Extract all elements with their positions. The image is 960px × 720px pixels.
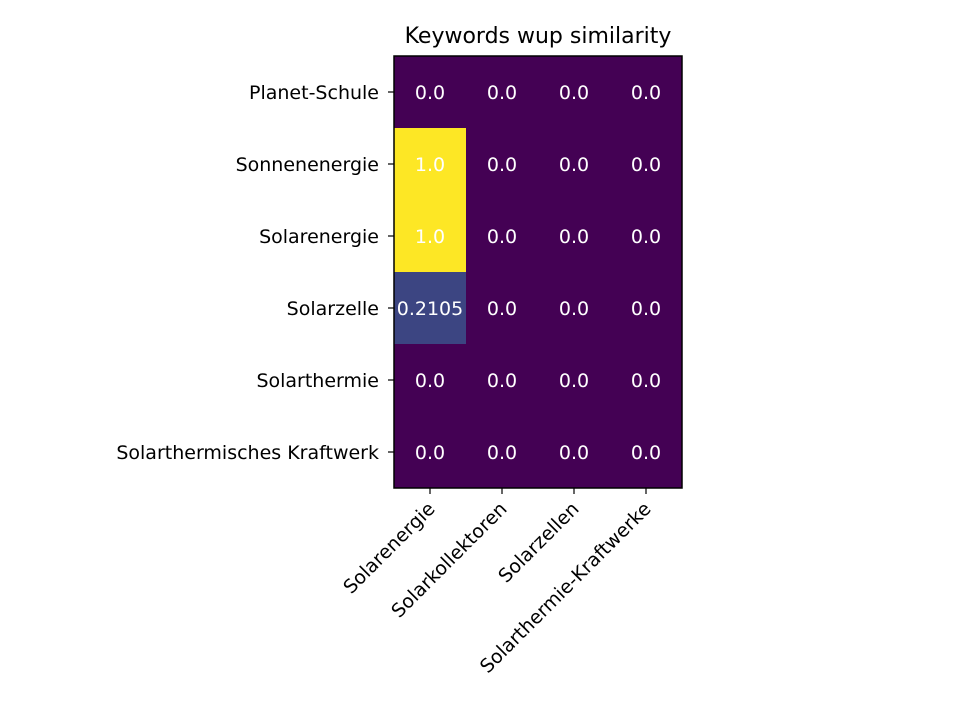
heatmap-cell — [610, 416, 683, 489]
heatmap-cell — [610, 272, 683, 345]
cell-value-label: 0.0 — [487, 370, 517, 392]
plot-frame — [393, 55, 683, 489]
heatmap-cell — [466, 272, 539, 345]
y-tick-label: Solarenergie — [259, 226, 379, 248]
chart-title: Keywords wup similarity — [405, 24, 672, 49]
heatmap-cell — [538, 56, 611, 129]
cell-value-label: 0.0 — [559, 154, 589, 176]
y-tick-label: Solarthermie — [256, 370, 379, 392]
cell-value-label: 0.0 — [415, 370, 445, 392]
cell-value-label: 0.0 — [487, 298, 517, 320]
heatmap-cell — [610, 128, 683, 201]
cell-value-label: 0.2105 — [397, 298, 463, 320]
heatmap-cell — [394, 344, 467, 417]
cell-value-label: 0.0 — [631, 226, 661, 248]
heatmap-cell — [538, 128, 611, 201]
cell-value-label: 0.0 — [631, 154, 661, 176]
cell-value-label: 0.0 — [487, 442, 517, 464]
y-tick-label: Sonnenenergie — [236, 154, 379, 176]
cell-value-label: 0.0 — [559, 82, 589, 104]
cell-value-label: 0.0 — [559, 442, 589, 464]
cell-value-label: 0.0 — [415, 442, 445, 464]
y-tick-label: Solarthermisches Kraftwerk — [116, 442, 379, 464]
heatmap-cell — [466, 56, 539, 129]
heatmap-cell — [538, 200, 611, 273]
cell-value-label: 0.0 — [559, 226, 589, 248]
cell-value-label: 1.0 — [415, 154, 445, 176]
cell-value-label: 0.0 — [631, 442, 661, 464]
heatmap-cell — [466, 344, 539, 417]
cell-value-label: 0.0 — [631, 370, 661, 392]
y-tick-label: Solarzelle — [287, 298, 379, 320]
heatmap-cell — [610, 344, 683, 417]
heatmap-cell — [538, 416, 611, 489]
y-tick-label: Planet-Schule — [249, 82, 379, 104]
cell-value-label: 0.0 — [415, 82, 445, 104]
heatmap-cell — [394, 272, 467, 345]
y-axis: Planet-Schule Sonnenenergie Solarenergie So… — [116, 82, 394, 464]
heatmap-cell — [394, 200, 467, 273]
heatmap-cell — [466, 128, 539, 201]
heatmap-cell — [394, 416, 467, 489]
cell-value-label: 0.0 — [487, 82, 517, 104]
heatmap-cell — [538, 272, 611, 345]
cell-value-label: 0.0 — [559, 298, 589, 320]
heatmap-cell — [538, 344, 611, 417]
cell-value-label: 0.0 — [631, 82, 661, 104]
cell-value-label: 0.0 — [487, 154, 517, 176]
cells-layer — [394, 56, 683, 489]
x-axis: SolarenergieSolarkollektorenSolarzellenS… — [339, 488, 656, 678]
cell-value-label: 1.0 — [415, 226, 445, 248]
heatmap-cell — [466, 416, 539, 489]
cell-value-label: 0.0 — [487, 226, 517, 248]
cell-labels-layer: 0.0 0.0 0.0 0.0 1.0 0.0 0.0 0.0 1.0 0.0 0.0 0.0 0.21… — [397, 82, 661, 464]
heatmap-cell — [394, 128, 467, 201]
heatmap-cell — [394, 56, 467, 129]
cell-value-label: 0.0 — [631, 298, 661, 320]
cell-value-label: 0.0 — [559, 370, 589, 392]
heatmap-cell — [610, 56, 683, 129]
heatmap-cell — [610, 200, 683, 273]
heatmap-cell — [466, 200, 539, 273]
